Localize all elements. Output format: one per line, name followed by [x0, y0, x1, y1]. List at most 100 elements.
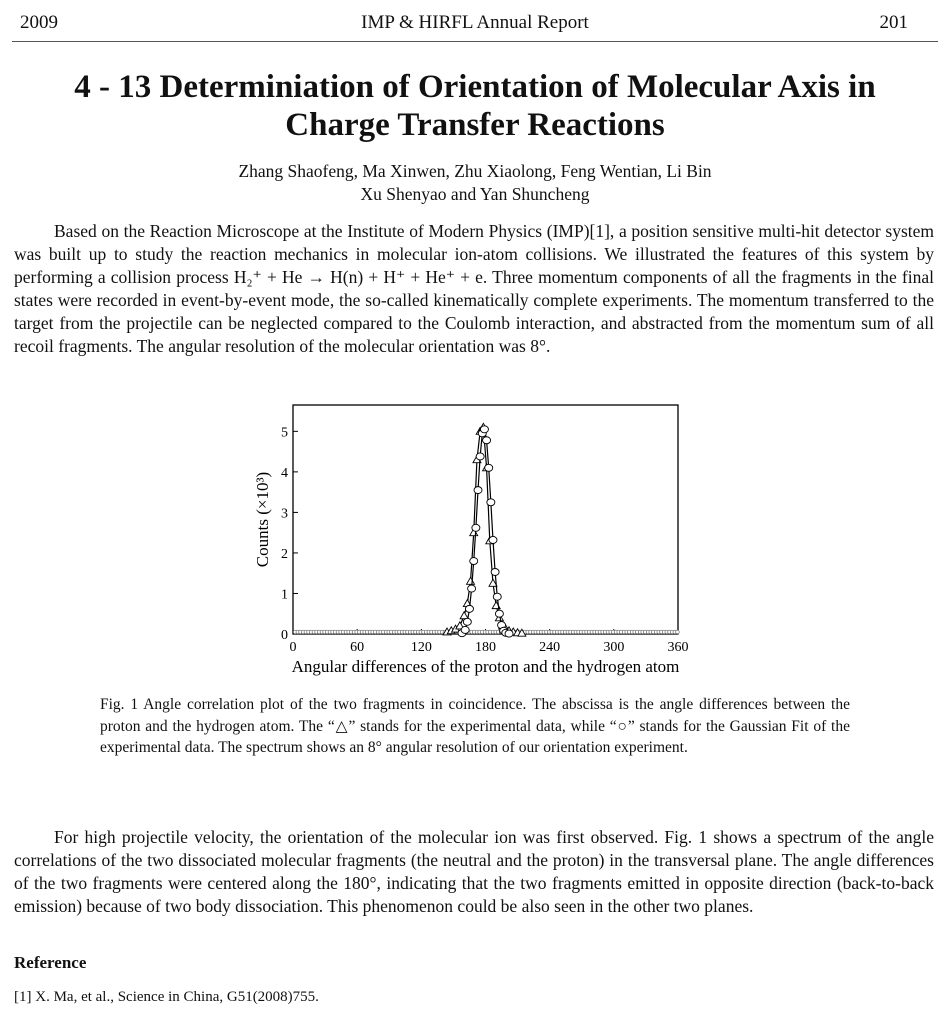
baseline-marker — [589, 629, 595, 635]
baseline-marker — [474, 629, 480, 635]
baseline-marker — [498, 629, 504, 635]
baseline-marker — [317, 629, 322, 635]
baseline-marker — [517, 629, 522, 635]
baseline-marker — [314, 629, 319, 635]
article-title: 4 - 13 Determiniation of Orientation of … — [74, 69, 876, 143]
data-point-triangle — [488, 578, 498, 587]
fit-point-circle — [488, 536, 498, 544]
baseline-marker — [605, 629, 611, 635]
baseline-marker — [373, 629, 378, 635]
baseline-marker — [298, 629, 303, 635]
fit-point-circle — [471, 523, 481, 532]
baseline-marker — [544, 629, 549, 635]
baseline-marker — [645, 629, 651, 635]
baseline-marker — [632, 629, 637, 635]
baseline-marker — [338, 629, 343, 635]
fit-point-circle — [479, 425, 489, 434]
fit-point-circle — [475, 452, 485, 461]
baseline-marker — [653, 629, 659, 635]
fit-point-circle — [462, 617, 472, 626]
baseline-marker — [456, 629, 461, 635]
baseline-marker — [592, 629, 597, 635]
baseline-marker — [394, 629, 399, 635]
data-point-triangle — [504, 625, 514, 635]
baseline-marker — [675, 629, 680, 635]
baseline-marker — [330, 629, 335, 635]
data-point-triangle — [450, 624, 461, 633]
baseline-marker — [434, 629, 439, 635]
y-tick-label: 5 — [281, 425, 288, 440]
y-tick-label: 4 — [281, 466, 288, 481]
baseline-marker — [319, 629, 325, 635]
baseline-marker — [635, 629, 640, 635]
baseline-marker — [629, 629, 635, 635]
baseline-marker — [546, 629, 552, 635]
baseline-marker — [399, 629, 405, 635]
data-point-triangle — [455, 620, 465, 630]
baseline-marker — [309, 629, 314, 635]
fit-point-circle — [492, 592, 502, 601]
baseline-marker — [383, 629, 389, 635]
baseline-marker — [624, 629, 629, 635]
fit-point-circle — [467, 584, 477, 593]
baseline-marker — [477, 629, 482, 635]
plot-frame — [292, 404, 679, 635]
figure-caption: Fig. 1 Angle correlation plot of the two… — [100, 696, 850, 756]
baseline-marker — [357, 629, 362, 635]
baseline-marker — [579, 629, 584, 635]
baseline-marker — [461, 629, 466, 635]
baseline-marker — [480, 629, 485, 635]
baseline-marker — [514, 629, 520, 635]
baseline-marker — [485, 629, 490, 635]
baseline-marker — [584, 629, 589, 635]
baseline-marker — [341, 629, 346, 635]
baseline-marker — [490, 629, 496, 635]
baseline-marker — [525, 629, 530, 635]
data-point-triangle — [497, 620, 508, 630]
baseline-marker — [488, 629, 493, 635]
baseline-marker — [351, 629, 357, 635]
data-point-triangle — [468, 527, 479, 537]
baseline-marker — [504, 629, 509, 635]
baseline-marker — [560, 629, 565, 635]
series-line — [446, 425, 522, 634]
x-tick-label: 0 — [290, 640, 297, 655]
baseline-marker — [386, 629, 391, 635]
x-tick-label: 360 — [668, 640, 689, 655]
header-journal: IMP & HIRFL Annual Report — [361, 12, 589, 33]
fit-point-circle — [504, 629, 514, 638]
header-year: 2009 — [20, 12, 58, 33]
baseline-marker — [581, 629, 587, 635]
baseline-marker — [568, 629, 573, 635]
baseline-marker — [333, 629, 338, 635]
authors-line-1: Zhang Shaofeng, Ma Xinwen, Zhu Xiaolong,… — [238, 161, 712, 181]
data-point-triangle — [501, 624, 511, 633]
baseline-marker — [445, 629, 450, 635]
paragraph-1: Based on the Reaction Microscope at the … — [14, 221, 934, 356]
baseline-marker — [616, 629, 621, 635]
data-point-triangle — [512, 627, 523, 637]
baseline-marker — [423, 629, 429, 635]
baseline-marker — [597, 629, 603, 635]
data-point-triangle — [472, 454, 482, 464]
baseline-marker — [557, 629, 562, 635]
baseline-marker — [600, 629, 605, 635]
baseline-marker — [415, 629, 421, 635]
baseline-marker — [458, 629, 464, 635]
baseline-marker — [346, 629, 351, 635]
baseline-marker — [335, 629, 341, 635]
baseline-marker — [381, 629, 386, 635]
reference-item: [1] X. Ma, et al., Science in China, G51… — [14, 989, 319, 1005]
baseline-marker — [522, 629, 528, 635]
baseline-marker — [389, 629, 394, 635]
paragraph-2: For high projectile velocity, the orient… — [14, 827, 934, 916]
baseline-marker — [472, 629, 477, 635]
baseline-marker — [587, 629, 592, 635]
baseline-marker — [533, 629, 538, 635]
baseline-marker — [656, 629, 661, 635]
baseline-marker — [664, 629, 669, 635]
fit-point-circle — [486, 498, 496, 507]
baseline-marker — [292, 629, 298, 635]
data-point-triangle — [442, 627, 452, 636]
header-page-number: 201 — [879, 12, 909, 33]
